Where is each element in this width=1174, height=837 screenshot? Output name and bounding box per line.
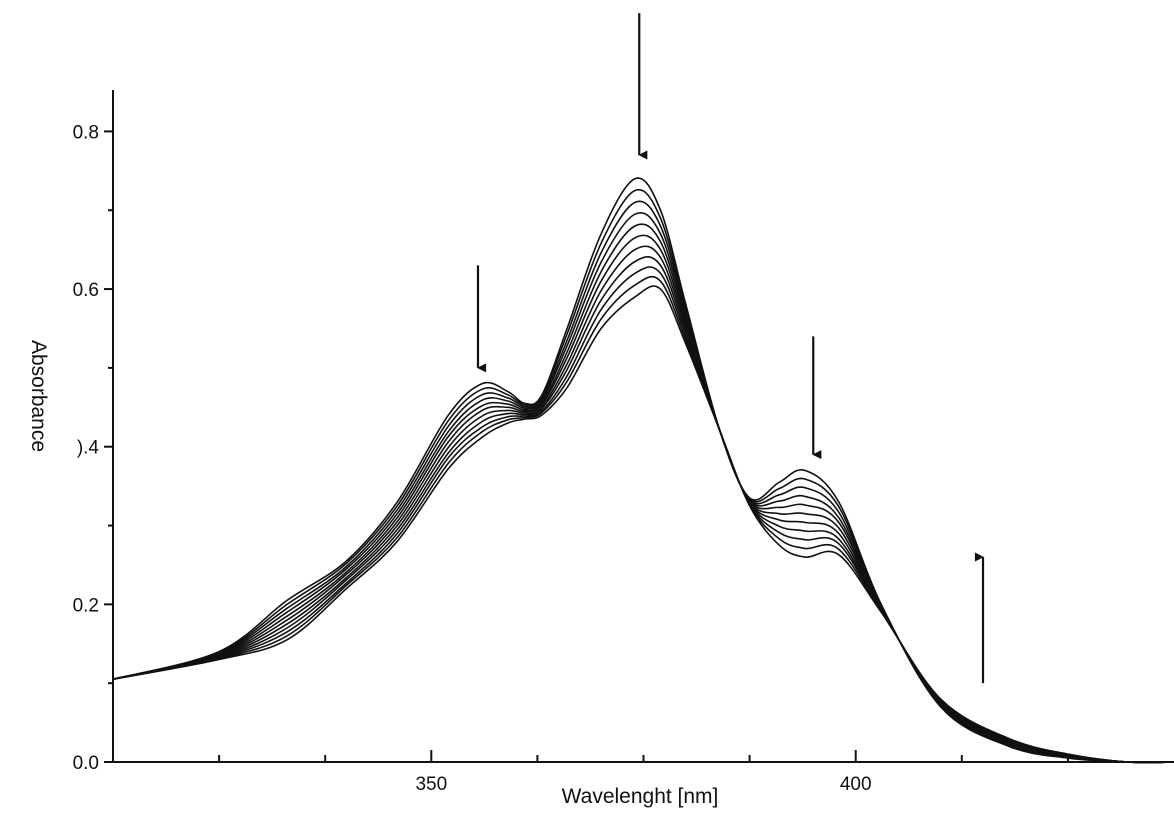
x-tick-label: 400 [840,774,872,795]
spectrum-line [112,245,1174,764]
spectrum-line [112,188,1174,764]
spectrum-line [112,212,1174,764]
spectra-curves [112,177,1174,764]
x-axis-title: Wavelenght [nm] [562,785,719,808]
spectrum-line [112,256,1174,764]
spectrum-line [112,223,1174,764]
y-tick-label: 0.6 [73,280,99,301]
spectrum-line [112,275,1174,764]
trend-arrows [476,13,985,684]
spectrum-line [112,177,1174,764]
x-tick-label: 350 [415,774,447,795]
spectrum-line [112,234,1174,764]
y-axis-title: Absorbance [27,340,50,452]
spectrum-line [112,285,1174,764]
spectrum-line [112,200,1174,764]
y-tick-label: ).4 [77,438,100,459]
ticks: 0.0 0.2 ).4 0.6 0.8 350 400 [73,122,1069,795]
y-tick-label: 0.2 [73,595,99,616]
y-tick-label: 0.8 [73,122,99,143]
y-tick-label: 0.0 [73,753,99,774]
spectrum-line [112,266,1174,764]
